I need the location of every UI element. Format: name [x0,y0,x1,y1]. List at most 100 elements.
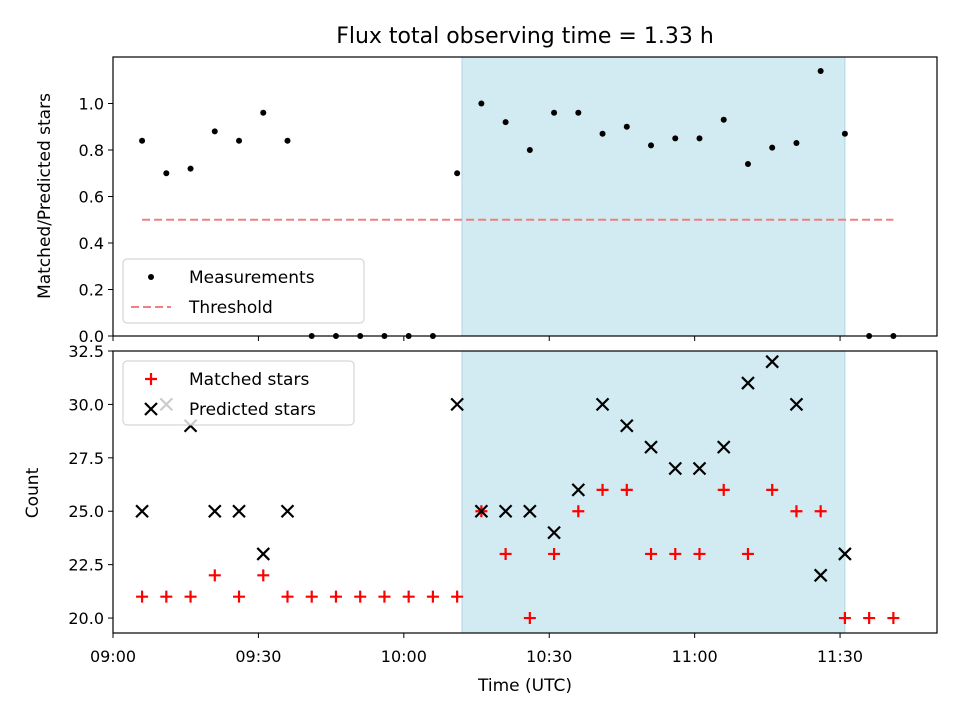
matched-stars-point [620,483,633,496]
predicted-stars-point [450,397,464,412]
predicted-stars-point [789,397,804,412]
legend-measurements-swatch [148,274,154,280]
matched-stars-point [693,547,706,560]
matched-stars-point [523,612,536,625]
x-tick-label: 10:00 [381,647,427,666]
measurement-point [526,147,533,153]
top-y-axis-label: Matched/Predicted stars [35,93,55,299]
matched-stars-point [305,590,318,603]
predicted-stars-point [208,504,222,519]
bottom-axes-frame [112,350,938,634]
predicted-stars-point [256,547,271,561]
matched-stars-point [669,547,682,560]
matched-stars-point [766,483,779,496]
measurement-point [744,160,751,167]
chart-title: Flux total observing time = 1.33 h [336,24,714,49]
measurement-point [454,170,461,177]
bottom-y-tick-label: 30.0 [68,395,104,414]
measurement-point [284,137,291,144]
bottom-legend-label: Matched stars [189,370,309,390]
measurement-point [623,123,630,130]
matched-stars-point [402,590,415,603]
top-y-tick-label: 0.8 [79,141,104,160]
predicted-stars-point [547,525,561,540]
top-y-tick-label: 1.0 [79,95,104,114]
matched-stars-point [281,590,294,603]
measurement-point [163,170,170,177]
matched-stars-point [596,483,609,496]
matched-stars-point [354,590,367,603]
measurement-point [841,130,848,137]
matched-stars-point [645,547,658,560]
measurement-point [236,137,243,144]
measurement-point [551,109,558,116]
measurement-point [599,130,606,137]
predicted-stars-point [280,504,295,519]
predicted-stars-point [838,547,852,561]
matched-stars-point [838,612,851,625]
predicted-stars-point [741,376,755,390]
matched-stars-point [257,569,270,582]
matched-stars-point [184,590,197,603]
measurement-point [478,100,485,107]
predicted-stars-point [474,504,489,519]
measurement-point [575,109,582,116]
x-tick-label: 11:30 [817,647,863,666]
x-tick-label: 10:30 [526,647,572,666]
matched-stars-point [136,590,149,603]
matched-stars-point [233,590,246,603]
matched-stars-point [887,612,900,625]
measurement-point [817,67,824,74]
matched-stars-point [863,612,876,625]
predicted-stars-point [523,504,537,519]
matched-stars-point [717,483,730,496]
measurement-point [502,119,509,126]
x-tick-label: 09:30 [235,647,281,666]
top-shaded-region [461,56,846,337]
matched-stars-point [426,590,439,603]
predicted-stars-point [813,568,828,583]
top-y-tick-label: 0.2 [79,281,104,300]
top-legend-label: Threshold [188,298,273,318]
predicted-stars-point [716,440,731,454]
matched-stars-point [499,547,512,560]
top-legend-label: Measurements [189,268,315,288]
predicted-stars-point [644,440,658,454]
predicted-stars-point [498,504,513,519]
predicted-stars-point [620,418,634,433]
measurement-point [139,137,146,144]
matched-stars-point [160,590,173,603]
matched-stars-point [378,590,391,603]
top-panel: 0.0 0.2 0.4 0.6 0.8 1.0 Measurements Threshold [79,56,938,346]
predicted-stars-point [135,504,149,519]
x-axis-label: Time (UTC) [477,676,572,696]
bottom-legend [122,360,355,426]
bottom-panel: 20.0 22.5 25.0 27.5 30.0 32.5 09:00 09:30 10:00 1… [68,342,938,666]
predicted-stars-point [765,354,779,369]
top-y-tick-label: 0.6 [79,188,104,207]
matched-stars-point [572,505,585,518]
predicted-stars-point [595,397,610,412]
bottom-y-tick-label: 22.5 [68,556,104,575]
measurement-point [260,109,267,116]
bottom-y-tick-label: 32.5 [68,342,104,361]
top-y-tick-label: 0.4 [79,234,104,253]
bottom-shaded-region [461,350,846,634]
top-axes-frame [112,56,938,337]
matched-stars-point [548,547,561,560]
predicted-stars-point [668,461,683,476]
matched-stars-point [208,569,221,582]
matched-stars-point [451,590,464,603]
bottom-y-tick-label: 25.0 [68,502,104,521]
measurement-point [672,135,679,142]
measurement-point [769,144,776,151]
predicted-stars-point [692,461,707,476]
x-tick-label: 11:00 [672,647,718,666]
bottom-legend-label: Predicted stars [189,400,316,420]
bottom-y-tick-label: 20.0 [68,609,104,628]
measurement-point [793,140,800,147]
matched-stars-point [741,547,754,560]
x-tick-label: 09:00 [90,647,136,666]
top-legend [122,258,365,324]
